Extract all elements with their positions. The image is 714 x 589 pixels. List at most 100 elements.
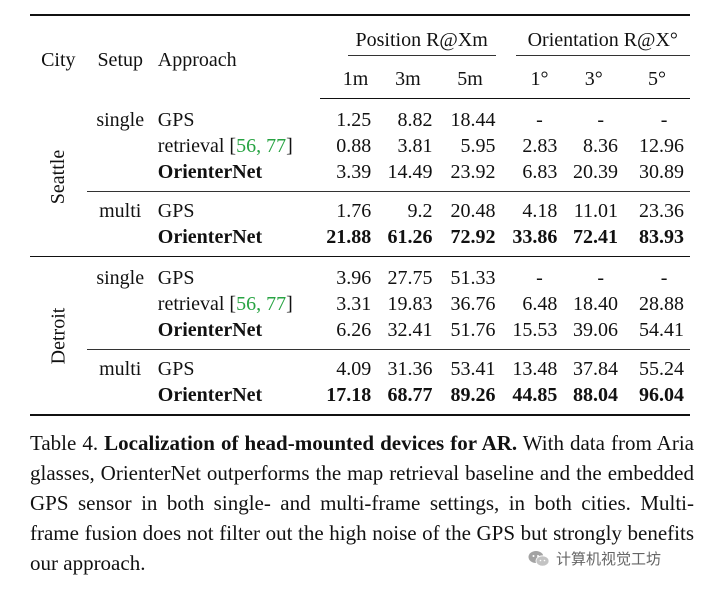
value-cell: 1.76 <box>336 200 372 222</box>
value-cell: 54.41 <box>624 317 690 350</box>
wechat-icon <box>528 550 550 567</box>
header-position-label: Position R@Xm <box>347 27 496 56</box>
approach-name: OrienterNet <box>157 384 263 406</box>
value-cell: 72.41 <box>563 224 625 257</box>
value-cell: 15.53 <box>501 317 564 350</box>
value-cell: 23.92 <box>438 159 502 192</box>
header-pos-3m: 3m <box>377 60 439 99</box>
value-cell: 14.49 <box>377 159 439 192</box>
approach-cell: retrieval [56, 77] <box>154 291 320 317</box>
value-cell: 88.04 <box>563 382 625 416</box>
value-cell: 44.85 <box>501 382 564 416</box>
value-cell: 68.77 <box>377 382 439 416</box>
approach-name: OrienterNet <box>157 161 263 183</box>
value-cell: 27.75 <box>387 267 433 289</box>
results-table-container: City Setup Approach Position R@Xm Orient… <box>30 14 690 416</box>
value-cell: - <box>536 267 543 289</box>
value-cell: - <box>536 109 543 131</box>
value-cell: 72.92 <box>438 224 502 257</box>
city-label: Seattle <box>47 150 70 205</box>
approach-cell: OrienterNet <box>153 382 320 416</box>
value-cell: 4.18 <box>522 200 558 222</box>
value-cell: 2.83 <box>522 135 558 157</box>
approach-name: OrienterNet <box>157 319 263 341</box>
value-cell: 37.84 <box>573 358 619 380</box>
value-cell: 19.83 <box>387 293 433 315</box>
header-city: City <box>30 14 87 99</box>
approach-name: GPS <box>157 358 195 380</box>
value-cell: - <box>597 267 605 289</box>
value-cell: 12.96 <box>639 135 684 157</box>
value-cell: 83.93 <box>624 224 690 257</box>
value-cell: 1.25 <box>336 109 372 131</box>
header-ori-5deg: 5° <box>624 60 690 99</box>
value-cell: 13.48 <box>512 358 558 380</box>
citation-bracket: ] <box>286 293 293 315</box>
header-orientation-label: Orientation R@X° <box>515 27 690 56</box>
table-row: multi GPS 1.76 9.2 20.48 4.18 11.01 23.36 <box>30 191 690 257</box>
approach-cell: GPS <box>154 99 320 134</box>
citation-link[interactable]: 56, 77 <box>236 135 287 157</box>
table-row: OrienterNet 3.39 14.49 23.92 6.83 20.39 30.89 <box>30 159 690 192</box>
city-label: Detroit <box>47 307 70 364</box>
value-cell: 53.41 <box>450 358 496 380</box>
value-cell: 3.96 <box>336 267 372 289</box>
value-cell: 32.41 <box>377 317 439 350</box>
value-cell: 36.76 <box>450 293 496 315</box>
value-cell: 33.86 <box>501 224 564 257</box>
value-cell: 11.01 <box>573 200 619 222</box>
value-cell: 89.26 <box>438 382 502 416</box>
value-cell: 39.06 <box>563 317 625 350</box>
approach-name: retrieval [ <box>157 135 237 157</box>
value-cell: 61.26 <box>377 224 439 257</box>
approach-cell: GPS <box>154 350 320 383</box>
approach-cell: GPS <box>154 257 320 292</box>
value-cell: 23.36 <box>639 200 684 222</box>
value-cell: 51.33 <box>450 267 496 289</box>
value-cell: 55.24 <box>639 358 684 380</box>
value-cell: 28.88 <box>639 293 684 315</box>
value-cell: 20.48 <box>450 200 496 222</box>
header-position-group: Position R@Xm <box>319 14 502 60</box>
city-cell: Detroit <box>30 256 87 416</box>
table-row: multi GPS 4.09 31.36 53.41 13.48 37.84 55.24 <box>30 349 690 416</box>
approach-name: GPS <box>157 108 195 131</box>
header-pos-5m: 5m <box>438 60 502 99</box>
watermark: 计算机视觉工坊 <box>528 548 661 569</box>
header-orientation-group: Orientation R@X° <box>501 14 690 60</box>
value-cell: 30.89 <box>624 159 690 192</box>
table-row: OrienterNet 17.18 68.77 89.26 44.85 88.04 96.0… <box>30 382 690 416</box>
value-cell: 0.88 <box>336 135 372 157</box>
approach-cell: OrienterNet <box>153 317 320 350</box>
value-cell: 17.18 <box>319 382 378 416</box>
watermark-text: 计算机视觉工坊 <box>556 550 662 568</box>
setup-cell: single <box>86 256 154 350</box>
caption-label: Table 4. <box>30 431 105 455</box>
value-cell: 3.81 <box>397 135 433 157</box>
caption-body: With data from Aria glasses, OrienterNet… <box>30 431 694 575</box>
value-cell: 18.44 <box>450 109 496 131</box>
table-row: retrieval [56, 77] 0.88 3.81 5.95 2.83 8.36 12… <box>30 133 690 159</box>
value-cell: 8.36 <box>583 135 619 157</box>
approach-name: GPS <box>157 267 195 289</box>
table-row: OrienterNet 21.88 61.26 72.92 33.86 72.41 83.9… <box>30 224 690 257</box>
citation-link[interactable]: 56, 77 <box>236 293 287 315</box>
value-cell: 6.26 <box>319 317 378 350</box>
results-table: City Setup Approach Position R@Xm Orient… <box>30 14 690 416</box>
table-row: Seattle single GPS 1.25 8.82 18.44 - - - <box>30 98 690 257</box>
value-cell: 21.88 <box>319 224 378 257</box>
approach-name: retrieval [ <box>157 293 237 315</box>
citation-bracket: ] <box>286 135 293 157</box>
value-cell: 4.09 <box>336 358 372 380</box>
table-row: OrienterNet 6.26 32.41 51.76 15.53 39.06 54.41 <box>30 317 690 350</box>
value-cell: 5.95 <box>460 135 496 157</box>
value-cell: 6.48 <box>522 293 558 315</box>
value-cell: 9.2 <box>407 200 433 222</box>
value-cell: - <box>597 109 605 131</box>
value-cell: 31.36 <box>387 358 433 380</box>
value-cell: 51.76 <box>438 317 502 350</box>
value-cell: 18.40 <box>573 293 619 315</box>
setup-cell: multi <box>86 349 154 416</box>
caption-title: Localization of head-mounted devices for… <box>104 431 518 455</box>
value-cell: 20.39 <box>563 159 625 192</box>
